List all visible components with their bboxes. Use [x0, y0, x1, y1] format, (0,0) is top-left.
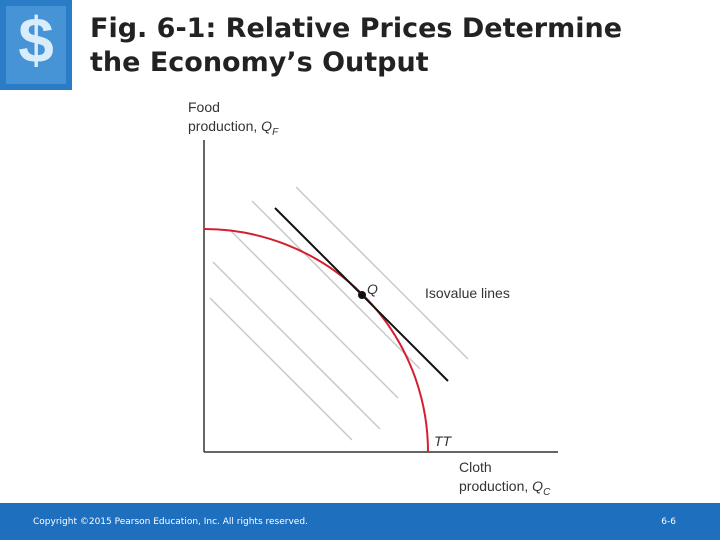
ppf-curve	[203, 228, 429, 453]
y-axis-label: production, QF	[188, 118, 279, 138]
y-axis-label: Food	[188, 99, 220, 115]
page-number: 6-6	[661, 517, 676, 527]
slide-title: Fig. 6-1: Relative Prices Determine the …	[90, 12, 622, 80]
svg-text:$: $	[18, 4, 54, 76]
logo: $	[0, 0, 72, 90]
title-line: Fig. 6-1: Relative Prices Determine	[90, 13, 623, 44]
curve-label: TT	[434, 433, 453, 449]
point-q	[358, 291, 366, 299]
lines-label: Isovalue lines	[425, 285, 510, 301]
x-axis-label: production, QC	[459, 478, 551, 498]
diagram: $ Food production, QF Cloth production, …	[0, 0, 558, 498]
copyright: Copyright ©2015 Pearson Education, Inc. …	[33, 517, 308, 527]
isovalue-lines	[209, 186, 469, 441]
point-label: Q	[367, 281, 378, 297]
title-line: the Economy’s Output	[90, 47, 429, 78]
x-axis-label: Cloth	[459, 459, 492, 475]
footer: Copyright ©2015 Pearson Education, Inc. …	[0, 503, 720, 540]
